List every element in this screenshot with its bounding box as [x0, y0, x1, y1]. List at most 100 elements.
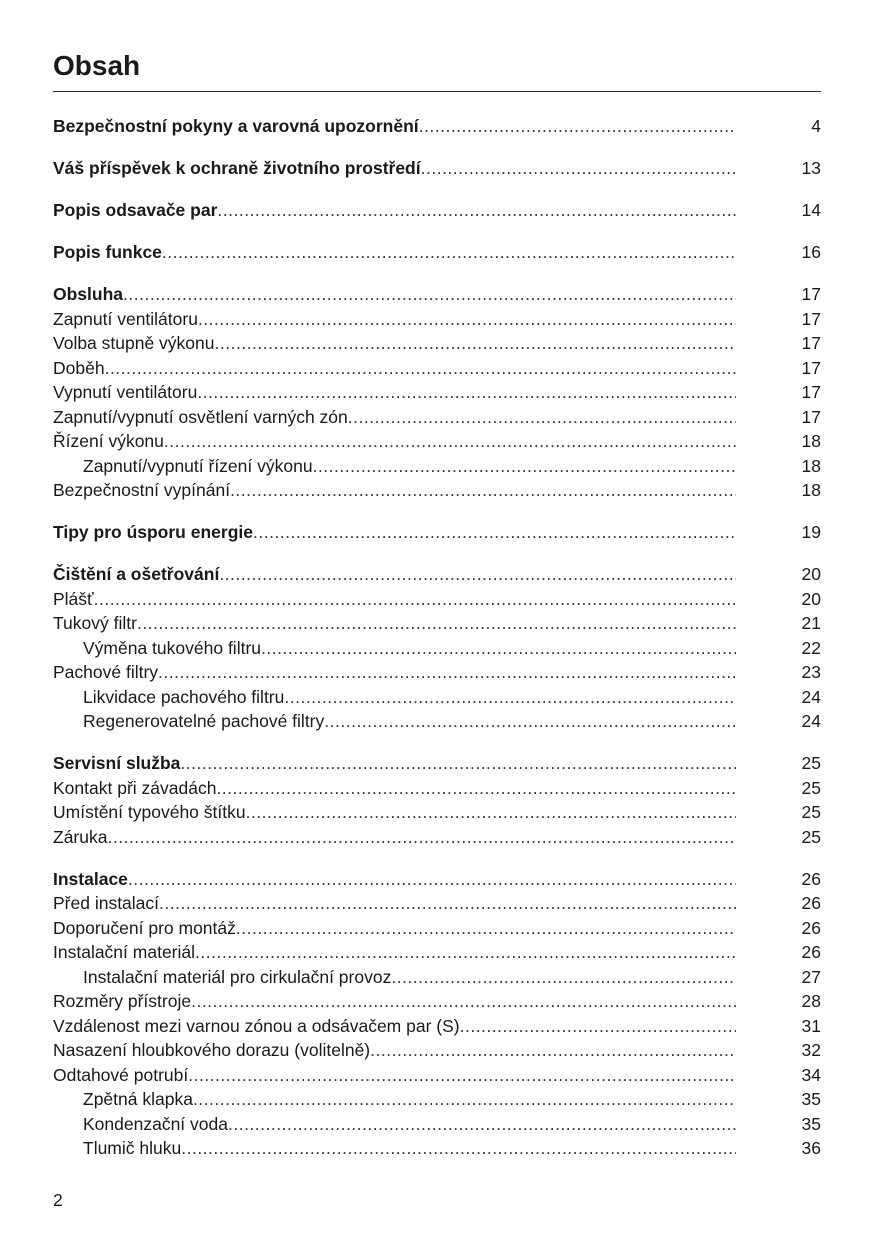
toc-entry[interactable]: Rozměry přístroje 28	[53, 989, 821, 1014]
toc-entry-page: 26	[801, 868, 821, 889]
toc-entry[interactable]: Vypnutí ventilátoru 17	[53, 380, 821, 405]
toc-entry-label: Obsluha	[53, 284, 124, 304]
toc-entry[interactable]: Zapnutí/vypnutí řízení výkonu 18	[53, 454, 821, 479]
toc-entry[interactable]: Bezpečnostní vypínání 18	[53, 478, 821, 503]
dot-leader	[105, 356, 736, 381]
toc-entry-page: 24	[801, 711, 821, 731]
toc-entry[interactable]: Regenerovatelné pachové filtry 24	[53, 709, 821, 734]
toc-entry[interactable]: Likvidace pachového filtru 24	[53, 685, 821, 710]
dot-leader	[261, 636, 736, 661]
toc-entry-label: Řízení výkonu	[53, 431, 164, 451]
toc-entry-page: 26	[801, 942, 821, 962]
toc-entry[interactable]: Zapnutí/vypnutí osvětlení varných zón 17	[53, 405, 821, 430]
toc-entry[interactable]: Kontakt při závadách 25	[53, 776, 821, 801]
toc-entry[interactable]: Nasazení hloubkového dorazu (volitelně) 3…	[53, 1038, 821, 1063]
toc-entry[interactable]: Volba stupně výkonu 17	[53, 331, 821, 356]
title-divider	[53, 91, 821, 92]
toc-section: Servisní služba25Kontakt při závadách25U…	[53, 751, 821, 849]
toc-heading[interactable]: Servisní služba 25	[53, 751, 821, 776]
toc-entry[interactable]: Zapnutí ventilátoru 17	[53, 307, 821, 332]
toc-heading[interactable]: Váš příspěvek k ochraně životního prostř…	[53, 156, 821, 181]
dot-leader	[284, 685, 736, 710]
table-of-contents: Bezpečnostní pokyny a varovná upozornění…	[53, 114, 821, 1178]
toc-entry-label: Volba stupně výkonu	[53, 333, 215, 353]
toc-entry-label: Zpětná klapka	[83, 1089, 193, 1109]
toc-entry[interactable]: Tukový filtr 21	[53, 611, 821, 636]
dot-leader	[94, 587, 736, 612]
dot-leader	[219, 562, 736, 587]
toc-entry-label: Vypnutí ventilátoru	[53, 382, 198, 402]
toc-entry-label: Zapnutí ventilátoru	[53, 308, 198, 329]
toc-entry[interactable]: Záruka 25	[53, 825, 821, 850]
dot-leader	[253, 520, 736, 545]
dot-leader	[419, 114, 736, 139]
toc-entry-label: Kondenzační voda	[83, 1113, 228, 1134]
dot-leader	[348, 405, 736, 430]
toc-section: Váš příspěvek k ochraně životního prostř…	[53, 156, 821, 181]
toc-entry[interactable]: Odtahové potrubí 34	[53, 1063, 821, 1088]
toc-entry-label: Instalace	[53, 868, 128, 889]
dot-leader	[162, 240, 736, 265]
toc-entry-label: Vzdálenost mezi varnou zónou a odsávačem…	[53, 1015, 460, 1036]
toc-entry[interactable]: Doporučení pro montáž 26	[53, 916, 821, 941]
toc-entry[interactable]: Řízení výkonu 18	[53, 429, 821, 454]
toc-entry-page: 23	[801, 662, 821, 682]
toc-section: Bezpečnostní pokyny a varovná upozornění…	[53, 114, 821, 139]
toc-entry[interactable]: Tlumič hluku 36	[53, 1136, 821, 1161]
toc-heading[interactable]: Popis odsavače par 14	[53, 198, 821, 223]
toc-entry-label: Plášť	[53, 588, 94, 609]
toc-entry-label: Tipy pro úsporu energie	[53, 522, 253, 542]
dot-leader	[460, 1014, 736, 1039]
dot-leader	[164, 429, 736, 454]
toc-entry-page: 13	[801, 158, 821, 178]
toc-entry[interactable]: Pachové filtry 23	[53, 660, 821, 685]
dot-leader	[217, 198, 736, 223]
dot-leader	[181, 1136, 736, 1161]
toc-entry-label: Tukový filtr	[53, 613, 137, 633]
page-title: Obsah	[53, 50, 141, 81]
toc-entry-label: Odtahové potrubí	[53, 1064, 189, 1085]
toc-entry[interactable]: Kondenzační voda 35	[53, 1112, 821, 1137]
toc-entry-label: Zapnutí/vypnutí řízení výkonu	[83, 455, 313, 476]
toc-entry[interactable]: Před instalací 26	[53, 891, 821, 916]
toc-entry-page: 25	[801, 826, 821, 847]
toc-entry-label: Regenerovatelné pachové filtry	[83, 711, 325, 731]
toc-entry-label: Váš příspěvek k ochraně životního prostř…	[53, 158, 421, 178]
toc-entry-page: 21	[801, 613, 821, 633]
toc-entry[interactable]: Umístění typového štítku 25	[53, 800, 821, 825]
toc-entry-page: 25	[801, 802, 821, 822]
toc-entry-page: 32	[801, 1040, 821, 1060]
toc-heading[interactable]: Bezpečnostní pokyny a varovná upozornění…	[53, 114, 821, 139]
toc-entry[interactable]: Výměna tukového filtru 22	[53, 636, 821, 661]
toc-entry[interactable]: Doběh 17	[53, 356, 821, 381]
toc-entry-label: Pachové filtry	[53, 662, 159, 682]
toc-entry[interactable]: Instalační materiál 26	[53, 940, 821, 965]
dot-leader	[193, 1087, 736, 1112]
toc-entry-page: 35	[801, 1089, 821, 1109]
dot-leader	[188, 1063, 736, 1088]
toc-entry[interactable]: Instalační materiál pro cirkulační provo…	[53, 965, 821, 990]
dot-leader	[230, 478, 736, 503]
dot-leader	[191, 989, 736, 1014]
toc-heading[interactable]: Popis funkce 16	[53, 240, 821, 265]
dot-leader	[215, 331, 736, 356]
toc-entry-page: 18	[801, 480, 821, 500]
toc-entry[interactable]: Vzdálenost mezi varnou zónou a odsávačem…	[53, 1014, 821, 1039]
toc-entry-page: 26	[801, 917, 821, 938]
toc-heading[interactable]: Obsluha 17	[53, 282, 821, 307]
toc-entry-page: 16	[801, 242, 821, 262]
toc-entry-label: Bezpečnostní pokyny a varovná upozornění	[53, 116, 419, 136]
toc-entry[interactable]: Zpětná klapka 35	[53, 1087, 821, 1112]
toc-entry-page: 20	[801, 588, 821, 609]
dot-leader	[391, 965, 736, 990]
toc-entry[interactable]: Plášť 20	[53, 587, 821, 612]
toc-heading[interactable]: Čištění a ošetřování 20	[53, 562, 821, 587]
toc-entry-label: Bezpečnostní vypínání	[53, 480, 231, 500]
toc-entry-page: 17	[801, 308, 821, 329]
toc-entry-page: 26	[801, 893, 821, 913]
toc-heading[interactable]: Instalace 26	[53, 867, 821, 892]
toc-entry-label: Umístění typového štítku	[53, 802, 246, 822]
toc-entry-page: 25	[801, 777, 821, 798]
toc-entry-label: Likvidace pachového filtru	[83, 686, 285, 707]
toc-heading[interactable]: Tipy pro úsporu energie 19	[53, 520, 821, 545]
